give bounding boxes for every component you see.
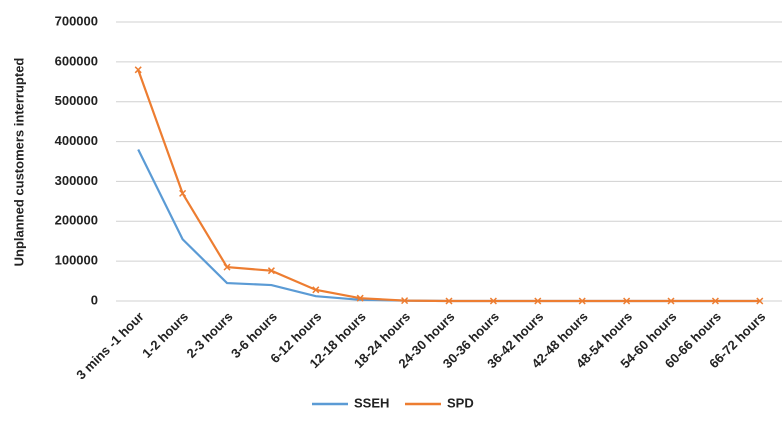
marker: [489, 297, 497, 305]
y-tick-label: 600000: [55, 53, 98, 68]
marker: [401, 297, 409, 305]
y-tick-label: 400000: [55, 133, 98, 148]
marker: [356, 294, 364, 302]
series-line: [137, 149, 760, 303]
marker: [711, 297, 719, 305]
marker: [445, 297, 453, 305]
legend-label: SPD: [447, 395, 474, 410]
y-tick-label: 500000: [55, 93, 98, 108]
y-axis-title: Unplanned customers interrupted: [11, 58, 26, 267]
y-tick-label: 0: [91, 292, 98, 307]
y-tick-label: 100000: [55, 253, 98, 268]
marker: [267, 267, 275, 275]
legend-label: SSEH: [354, 395, 389, 410]
y-tick-label: 300000: [55, 173, 98, 188]
marker: [179, 189, 187, 197]
marker: [578, 297, 586, 305]
y-tick-label: 700000: [55, 13, 98, 28]
x-tick-label: 1-2 hours: [139, 309, 191, 361]
marker: [756, 297, 764, 305]
x-tick-label: 2-3 hours: [184, 309, 236, 361]
marker: [667, 297, 675, 305]
y-tick-label: 200000: [55, 213, 98, 228]
marker: [134, 66, 142, 74]
marker: [623, 297, 631, 305]
series-line: [137, 69, 760, 303]
marker: [312, 286, 320, 294]
marker: [534, 297, 542, 305]
x-tick-label: 3 mins -1 hour: [73, 309, 146, 382]
marker: [223, 263, 231, 271]
